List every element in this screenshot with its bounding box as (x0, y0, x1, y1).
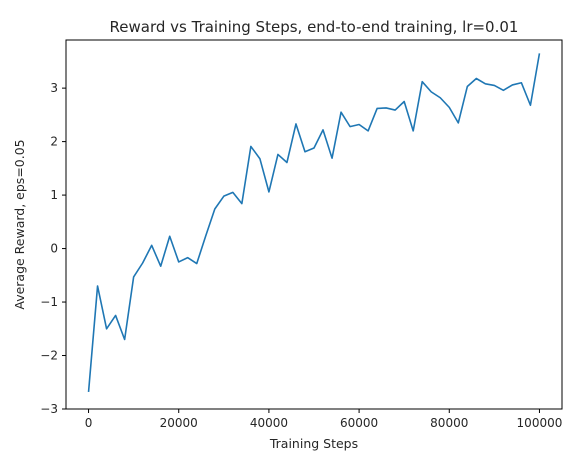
y-tick-label: 3 (50, 81, 58, 95)
x-tick-label: 20000 (160, 416, 198, 430)
y-axis-ticks: −3 −2 −1 0 1 2 3 (40, 81, 66, 416)
y-tick-label: −1 (40, 295, 58, 309)
y-tick-label: −3 (40, 402, 58, 416)
chart-title: Reward vs Training Steps, end-to-end tra… (110, 18, 519, 36)
y-axis-label: Average Reward, eps=0.05 (12, 139, 27, 309)
x-tick-label: 40000 (250, 416, 288, 430)
y-tick-label: −2 (40, 349, 58, 363)
y-tick-label: 2 (50, 135, 58, 149)
plot-frame (65, 39, 563, 410)
series-line (87, 53, 541, 392)
y-tick-label: 0 (50, 242, 58, 256)
x-tick-label: 0 (85, 416, 93, 430)
x-tick-label: 60000 (340, 416, 378, 430)
x-tick-label: 100000 (517, 416, 563, 430)
plot-area (65, 39, 563, 410)
x-tick-label: 80000 (430, 416, 468, 430)
y-tick-label: 1 (50, 188, 58, 202)
x-axis-ticks: 0 20000 40000 60000 80000 100000 (85, 409, 563, 430)
x-axis-label: Training Steps (269, 436, 358, 451)
